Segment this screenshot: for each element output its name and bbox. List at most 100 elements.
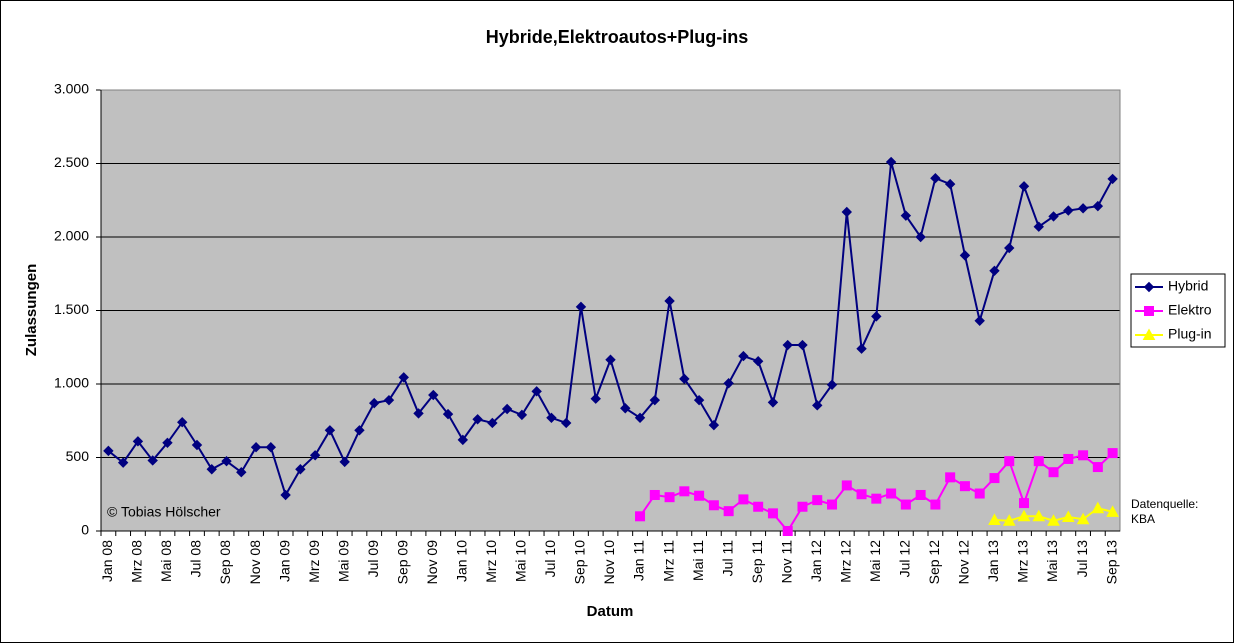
data-point [708,500,719,511]
data-point [369,397,380,409]
x-tick-label: Mrz 13 [1015,540,1031,583]
data-point [295,464,306,475]
data-point [206,464,217,475]
x-tick-label: Jan 11 [631,540,647,581]
x-tick-label: Mai 12 [867,540,883,582]
data-point [103,445,114,457]
data-point [1091,501,1105,514]
data-point [442,408,454,420]
data-point [354,425,365,436]
data-point [1063,205,1074,216]
data-point [472,414,483,425]
data-point [679,373,690,385]
data-point [827,499,838,510]
copyright: © Tobias Hölscher [107,504,221,520]
source-note: KBA [1131,512,1155,526]
data-point [236,466,247,478]
x-tick-label: Nov 09 [424,540,440,585]
data-point [280,489,291,501]
x-tick-label: Jul 10 [542,540,558,578]
x-tick-label: Sep 13 [1103,540,1119,585]
x-tick-label: Mrz 12 [837,540,853,583]
x-tick-label: Jul 13 [1074,540,1090,578]
x-tick-label: Sep 12 [926,540,942,585]
x-tick-label: Mai 13 [1044,540,1060,582]
source-note: Datenquelle: [1131,497,1198,511]
x-tick-label: Mai 08 [158,540,174,582]
data-point [752,356,764,367]
data-point [265,442,277,453]
legend-marker [1142,328,1156,340]
y-axis-title: Zulassungen [23,264,40,357]
data-point [988,513,1001,525]
data-point [487,417,498,429]
data-point [856,489,867,500]
data-point [575,301,587,313]
x-tick-label: Jul 12 [897,540,913,578]
data-point [753,501,764,512]
x-tick-label: Mai 11 [690,540,706,581]
data-point [959,250,971,261]
x-tick-label: Mai 10 [513,540,529,582]
x-tick-label: Mrz 11 [660,540,676,582]
data-point [398,372,409,383]
data-point [339,456,350,468]
data-point [1004,456,1015,467]
data-point [723,506,734,517]
x-tick-label: Nov 12 [956,540,972,585]
data-point [501,403,513,415]
data-point [560,417,572,429]
data-point [1092,462,1103,473]
data-point [989,265,1000,277]
data-point [1107,173,1118,185]
data-point [679,486,690,497]
data-point [841,206,852,218]
x-axis-title: Datum [587,603,634,620]
data-point [886,488,897,499]
y-tick-label: 3.000 [54,81,89,97]
data-point [162,437,173,449]
data-point [1048,467,1059,478]
data-point [309,450,321,461]
data-point [1061,510,1075,523]
data-point [989,473,1000,484]
legend-marker [1143,281,1155,293]
data-point [856,343,867,354]
data-point [664,492,675,503]
data-point [1047,514,1060,526]
data-point [1092,200,1104,212]
data-point [915,489,926,500]
data-point [590,393,601,404]
data-point [324,425,336,436]
x-tick-label: Nov 11 [778,540,794,584]
x-tick-label: Nov 10 [601,540,617,585]
data-point [531,386,542,397]
data-point [635,511,646,522]
x-tick-label: Mrz 08 [129,540,145,583]
legend-marker [1144,306,1154,316]
y-tick-label: 1.500 [54,301,89,317]
data-point [383,394,395,406]
data-point [930,499,941,510]
data-point [546,412,557,424]
data-point [782,339,793,351]
data-point [930,172,941,184]
data-point [132,436,144,447]
data-point [1002,514,1016,526]
data-point [177,417,188,428]
x-tick-label: Jul 09 [365,540,381,578]
legend-label: Plug-in [1168,326,1212,342]
x-tick-label: Mrz 09 [306,540,322,583]
data-point [782,526,793,536]
legend-label: Elektro [1168,302,1212,318]
data-point [871,493,882,504]
data-point [1048,211,1059,222]
data-point [147,455,158,466]
x-tick-label: Nov 08 [247,540,263,585]
data-point [738,494,749,505]
data-point [664,295,675,307]
data-point [1106,505,1119,517]
data-point [1032,509,1046,522]
y-tick-label: 500 [66,448,90,464]
x-tick-label: Sep 09 [394,540,410,585]
